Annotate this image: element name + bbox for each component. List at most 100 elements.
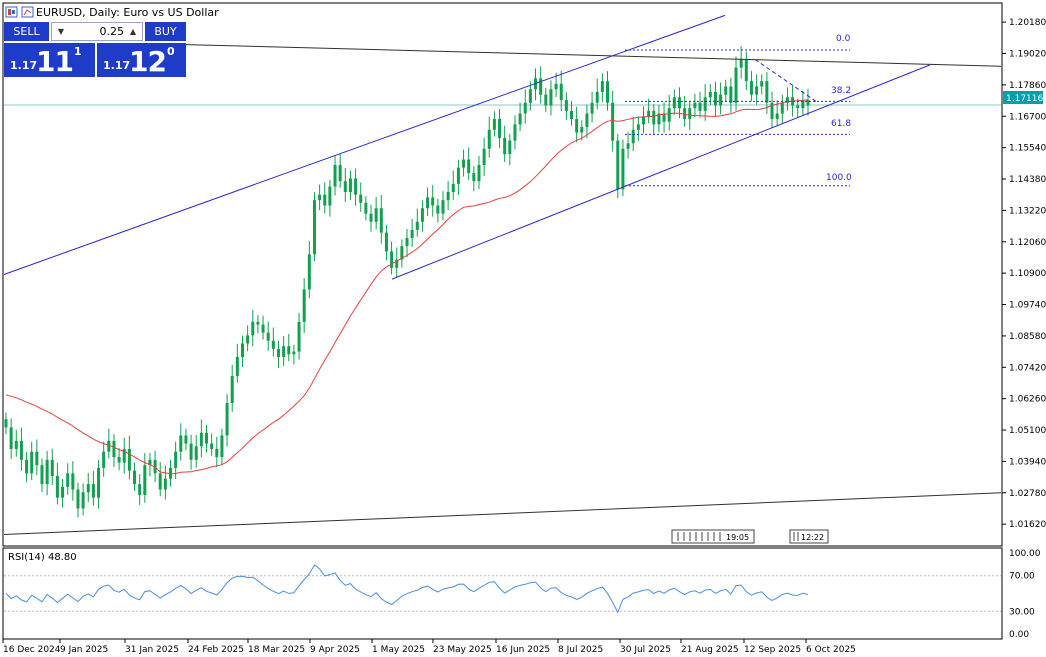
y-tick-label: 1.15540 — [1009, 144, 1046, 154]
candle-body — [251, 321, 255, 336]
candle-body — [307, 254, 311, 290]
candle-body — [86, 484, 90, 493]
candle-body — [220, 435, 224, 458]
x-tick-label: 18 Mar 2025 — [248, 645, 305, 655]
candle-body — [539, 78, 543, 95]
y-tick-label: 1.07420 — [1009, 363, 1046, 373]
candle-body — [338, 164, 342, 182]
wedge-upper-line — [754, 59, 819, 104]
candle-body — [117, 457, 121, 463]
fib-label-100: 100.0 — [826, 173, 852, 183]
buy-button[interactable]: BUY — [145, 22, 186, 41]
candle-body — [359, 194, 363, 203]
candle-body — [606, 81, 609, 103]
candle-body — [364, 202, 368, 214]
candle-body — [127, 448, 131, 471]
candle-body — [667, 108, 671, 122]
candle-body — [708, 91, 712, 98]
candle-body — [801, 100, 805, 109]
candle-body — [518, 113, 522, 125]
candle-body — [482, 148, 486, 165]
y-tick-label: 1.02780 — [1009, 489, 1046, 499]
x-tick-label: 24 Feb 2025 — [188, 645, 244, 655]
candle-body — [271, 340, 275, 349]
sell-price-big: 11 — [36, 45, 74, 78]
candle-body — [698, 102, 702, 111]
trade-controls: SELL ▼ ▲ BUY — [4, 22, 186, 41]
candle-body — [261, 324, 265, 333]
candle-body — [158, 473, 162, 490]
candle-body — [462, 159, 466, 168]
candle-body — [246, 335, 250, 344]
candle-body — [611, 102, 615, 141]
candle-body — [657, 113, 661, 125]
candle-body — [713, 91, 717, 106]
x-tick-label: 23 May 2025 — [433, 645, 492, 655]
y-tick-label: 1.20180 — [1009, 18, 1046, 28]
time-marker-group-1[interactable]: 19:05 — [671, 529, 755, 544]
candle-body — [287, 346, 291, 355]
resistance-trendline — [185, 44, 1002, 67]
candle-body — [45, 459, 49, 485]
lot-input[interactable] — [68, 24, 124, 39]
main-pane-border — [2, 2, 1003, 547]
candle-body — [210, 443, 214, 449]
x-tick-label: 6 Oct 2025 — [806, 645, 856, 655]
candle-body — [739, 59, 743, 68]
fib-label-0: 0.0 — [836, 34, 851, 44]
rsi-tick-label: 30.00 — [1009, 607, 1035, 617]
candle-body — [677, 97, 681, 109]
candle-body — [580, 127, 584, 133]
candle-body — [806, 100, 810, 106]
candle-body — [266, 332, 270, 341]
candle-body — [775, 113, 779, 119]
chevron-down-icon[interactable]: ▼ — [57, 27, 65, 36]
candle-body — [431, 197, 435, 206]
x-tick-label: 9 Apr 2025 — [310, 645, 360, 655]
candle-body — [688, 108, 692, 119]
candle-body — [693, 102, 697, 109]
rsi-line — [5, 564, 809, 614]
rsi-tick-label: 100.00 — [1009, 549, 1041, 559]
candle-body — [672, 97, 676, 109]
candle-body — [102, 451, 106, 468]
candle-body — [97, 467, 101, 498]
candle-body — [410, 229, 414, 238]
buy-quote[interactable]: 1.17 12 0 — [97, 43, 186, 78]
candle-body — [652, 110, 656, 125]
chevron-up-icon[interactable]: ▲ — [129, 27, 137, 36]
lot-stepper[interactable]: ▼ ▲ — [51, 22, 143, 41]
candle-body — [703, 97, 707, 111]
one-click-trading-panel: SELL ▼ ▲ BUY 1.17 11 1 1.17 12 0 — [4, 22, 186, 78]
rsi-tick-label: 0.00 — [1009, 630, 1029, 640]
candle-body — [760, 81, 764, 87]
x-tick-label: 16 Dec 2024 — [3, 645, 61, 655]
sell-button[interactable]: SELL — [4, 22, 49, 41]
candle-body — [91, 484, 95, 498]
candle-body — [719, 94, 723, 106]
candle-body — [683, 108, 687, 119]
sell-quote[interactable]: 1.17 11 1 — [4, 43, 95, 78]
candle-body — [559, 83, 563, 101]
candle-body — [616, 140, 620, 190]
candle-body — [133, 470, 137, 485]
candle-body — [50, 459, 54, 477]
candle-body — [765, 81, 769, 103]
buy-price-big: 12 — [129, 45, 167, 78]
candle-body — [348, 178, 352, 192]
x-tick-label: 30 Jul 2025 — [620, 645, 671, 655]
time-marker-group-2[interactable]: 12:22 — [789, 529, 829, 544]
candle-body — [66, 473, 70, 487]
chart-title: EURUSD, Daily: Euro vs US Dollar — [36, 6, 219, 19]
candle-body — [415, 221, 419, 230]
candle-body — [230, 375, 234, 403]
candle-body — [436, 205, 440, 214]
candle-body — [446, 191, 450, 201]
candle-body — [323, 194, 327, 206]
candle-body — [554, 83, 558, 90]
candle-body — [71, 473, 75, 490]
candle-body — [467, 159, 471, 174]
candle-body — [585, 113, 589, 128]
candle-body — [215, 448, 219, 458]
